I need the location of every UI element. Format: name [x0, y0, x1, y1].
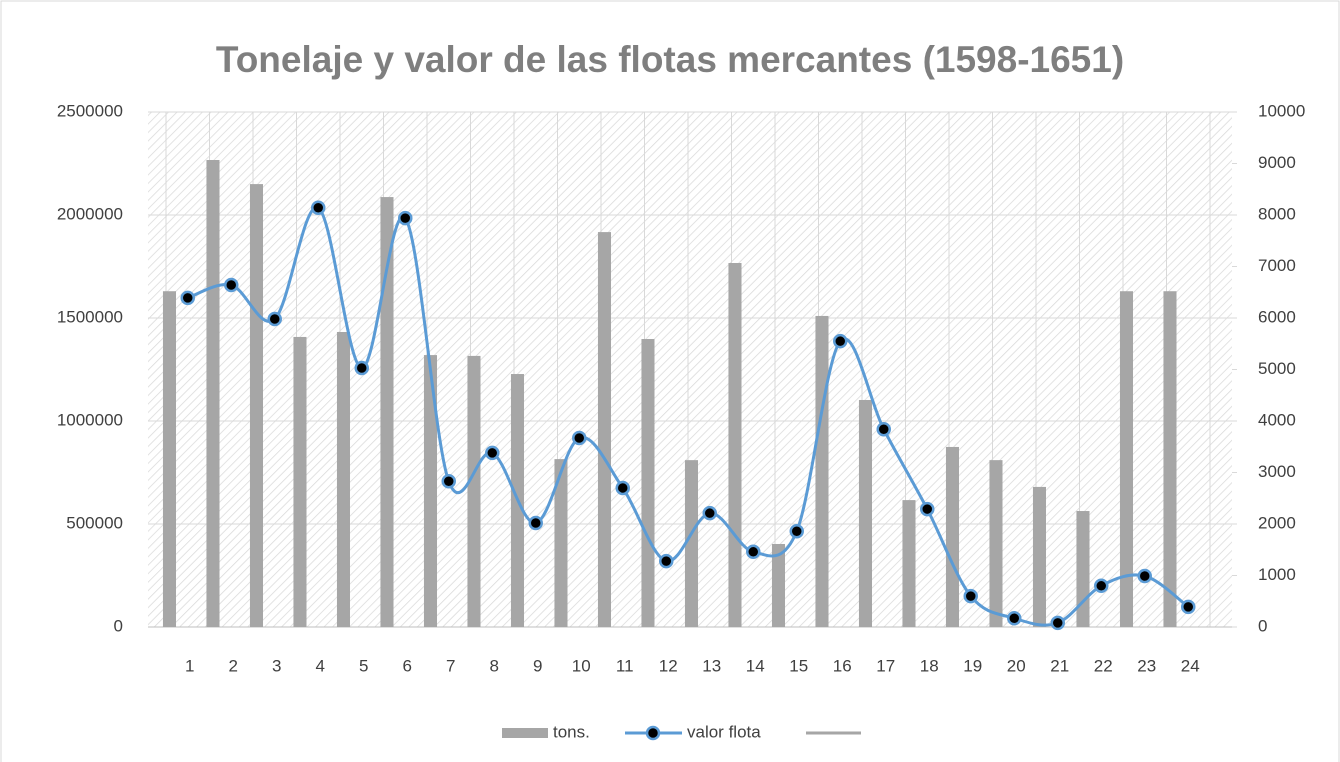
bar: [467, 355, 481, 627]
line-marker: [1137, 568, 1152, 584]
y-tick-label: 1000000: [57, 410, 123, 429]
line-marker: [920, 501, 935, 517]
x-tick-label: 4: [316, 656, 325, 675]
line-marker: [398, 210, 413, 226]
x-tick-label: 14: [746, 656, 765, 675]
line-marker: [659, 553, 674, 569]
line-marker: [528, 515, 543, 531]
bar: [162, 291, 177, 627]
bar: [989, 460, 1003, 627]
bar: [728, 262, 742, 627]
line-marker: [572, 430, 587, 446]
bar: [1076, 511, 1090, 627]
x-tick-label: 23: [1137, 656, 1156, 675]
legend-swatch: [502, 728, 548, 738]
x-tick-label: 19: [963, 656, 982, 675]
y2-tick-label: 6000: [1258, 307, 1296, 326]
line-marker: [441, 474, 456, 489]
x-tick-label: 21: [1050, 656, 1069, 675]
x-tick-label: 22: [1094, 656, 1113, 675]
x-tick-label: 17: [876, 656, 895, 675]
y2-tick-label: 1000: [1258, 565, 1296, 584]
bar: [641, 339, 655, 627]
y2-tick-label: 9000: [1258, 153, 1296, 172]
y2-tick-label: 8000: [1258, 204, 1296, 223]
x-tick-label: 5: [359, 656, 368, 675]
bar: [249, 184, 264, 627]
x-tick-label: 12: [659, 656, 678, 675]
bar: [684, 460, 699, 627]
y-tick-label: 500000: [66, 513, 123, 532]
chart-title: Tonelaje y valor de las flotas mercantes…: [216, 39, 1124, 80]
line-marker: [311, 200, 326, 216]
bar: [815, 315, 829, 627]
y2-tick-label: 10000: [1258, 101, 1305, 120]
x-tick-label: 24: [1181, 656, 1200, 675]
x-tick-label: 16: [833, 656, 852, 675]
legend-label: tons.: [553, 722, 590, 741]
bar: [597, 232, 612, 627]
x-tick-label: 3: [272, 656, 281, 675]
x-tick-label: 2: [229, 656, 238, 675]
x-tick-label: 9: [533, 656, 542, 675]
line-marker: [180, 290, 195, 306]
line-marker: [833, 333, 848, 349]
x-tick-label: 7: [446, 656, 455, 675]
bar: [206, 159, 220, 628]
bar: [1163, 291, 1177, 627]
x-tick-label: 6: [403, 656, 412, 675]
bar: [554, 459, 568, 627]
y-tick-label: 1500000: [57, 307, 123, 326]
y2-tick-label: 7000: [1258, 256, 1296, 275]
line-marker: [615, 480, 630, 496]
bar: [858, 399, 873, 627]
x-tick-label: 11: [616, 656, 634, 675]
y2-tick-label: 0: [1258, 616, 1267, 635]
line-marker: [702, 505, 717, 521]
line-marker: [746, 544, 761, 560]
line-marker: [1050, 615, 1065, 631]
legend-label: valor flota: [687, 722, 761, 741]
x-tick-label: 20: [1007, 656, 1026, 675]
legend: tons. valor flota: [502, 722, 861, 741]
y2-tick-label: 2000: [1258, 513, 1296, 532]
line-marker: [963, 588, 978, 604]
line-marker: [267, 311, 282, 327]
x-tick-label: 18: [920, 656, 939, 675]
line-marker: [1094, 578, 1109, 594]
legend-swatch: [645, 725, 661, 741]
bar: [902, 500, 916, 627]
bar: [945, 446, 960, 627]
line-marker: [789, 523, 804, 539]
bar: [380, 197, 394, 627]
y-tick-label: 0: [114, 616, 123, 635]
bar: [1032, 486, 1047, 627]
y-tick-label: 2000000: [57, 204, 123, 223]
bar: [293, 336, 307, 627]
bar: [1119, 291, 1134, 627]
y-tick-label: 2500000: [57, 101, 123, 120]
line-marker: [224, 277, 239, 293]
y2-tick-label: 4000: [1258, 410, 1296, 429]
x-tick-label: 8: [490, 656, 499, 675]
line-marker: [354, 360, 369, 376]
x-tick-label: 1: [185, 656, 194, 675]
x-tick-label: 15: [789, 656, 808, 675]
line-marker: [485, 445, 500, 461]
line-marker: [876, 421, 891, 437]
y2-tick-label: 5000: [1258, 359, 1296, 378]
x-tick-label: 13: [702, 656, 721, 675]
bar: [771, 543, 786, 627]
line-marker: [1007, 610, 1022, 626]
bar: [423, 355, 438, 627]
y2-tick-label: 3000: [1258, 462, 1296, 481]
x-tick-label: 10: [572, 656, 591, 675]
bar: [336, 332, 351, 627]
line-marker: [1181, 599, 1196, 615]
line: [187, 206, 1190, 627]
